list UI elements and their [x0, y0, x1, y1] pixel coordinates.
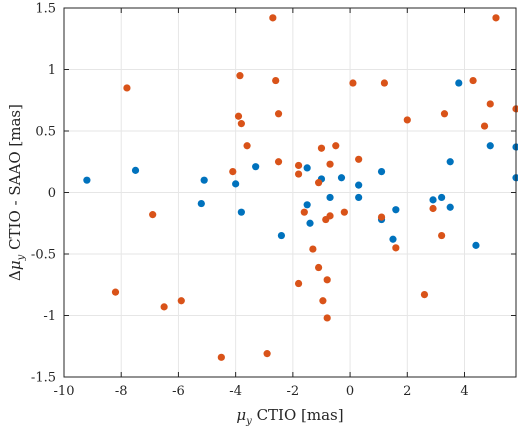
series-1-point [306, 219, 314, 227]
series-1-point [355, 181, 363, 189]
y-tick-label: 0.5 [35, 125, 56, 140]
series-2-point [326, 212, 334, 220]
series-2-point [340, 208, 348, 216]
x-tick-labels: -10 -8 -6 -4 -2 0 2 4 [54, 384, 469, 399]
series-2-point [274, 110, 283, 118]
series-2-point [323, 276, 331, 284]
series-2-point [512, 105, 518, 113]
x-tick-label: 0 [346, 384, 354, 399]
x-tick-label: -2 [287, 384, 300, 399]
series-2-point [317, 144, 326, 152]
series-1-point [438, 193, 446, 202]
series-2-point [323, 314, 331, 322]
series-2-point [123, 84, 131, 92]
x-tick-label: 2 [403, 384, 411, 399]
series-2-point [326, 160, 334, 168]
series-2-point [149, 211, 157, 219]
series-1-point [389, 235, 397, 243]
series-2-point [263, 350, 271, 358]
series-1-point [232, 180, 240, 188]
series-2-point [309, 245, 317, 253]
series-2-point [272, 76, 280, 85]
x-tick-label: 4 [460, 384, 468, 399]
y-tick-label: 1.5 [35, 2, 56, 17]
series-2-point [429, 204, 437, 213]
grid-lines [63, 7, 516, 378]
y-tick-label: -0.5 [31, 248, 56, 263]
series-2-point [440, 110, 449, 118]
series-1-point [472, 241, 480, 249]
series-2-point [177, 297, 185, 305]
series-2-point [377, 213, 386, 221]
y-tick-label: 1 [48, 63, 56, 78]
x-tick-label: -4 [229, 384, 242, 399]
series-1-point [512, 174, 518, 182]
series-1-point [486, 142, 494, 150]
x-tick-label: -10 [54, 384, 75, 399]
x-axis-label: μy CTIO [mas] [236, 406, 343, 427]
series-1-point [197, 199, 205, 208]
y-tick-labels: -1.5 -1 -0.5 0 0.5 1 1.5 [31, 2, 56, 386]
series-1-point [446, 158, 454, 166]
series-2-point [315, 179, 323, 187]
y-tick-label: 0 [48, 186, 56, 201]
series-2-point [438, 231, 446, 240]
series-1-point [252, 163, 260, 171]
series-2-point [229, 167, 237, 176]
series-2-point [492, 14, 500, 22]
x-tick-label: -8 [115, 384, 128, 399]
series-2-point [236, 72, 244, 80]
series-2-point [274, 158, 283, 166]
series-1-point [326, 193, 334, 202]
series-1-point [131, 166, 140, 174]
series-1-point [237, 208, 245, 216]
series-2-point [392, 244, 400, 252]
series-2-point [315, 263, 323, 272]
series-2-point [111, 288, 120, 296]
series-2-point [269, 14, 277, 22]
series-1-point [455, 79, 463, 87]
series-2-point [294, 170, 303, 178]
series-2-point [160, 303, 168, 311]
series-1-point [200, 176, 208, 184]
series-2-point [294, 161, 303, 170]
series-2-point [234, 112, 243, 120]
series-1-point [277, 231, 286, 240]
series-1-point [303, 164, 311, 172]
data-points [83, 14, 518, 361]
series-2-point [217, 353, 225, 361]
series-1-point [446, 203, 454, 211]
series-1-point [377, 167, 386, 176]
series-2-point [355, 155, 363, 163]
series-2-point [480, 122, 489, 130]
series-2-point [294, 279, 303, 288]
y-tick-label: -1 [43, 309, 56, 324]
series-2-point [380, 79, 389, 87]
series-1-point [392, 206, 400, 214]
series-1-point [512, 143, 518, 151]
series-1-point [355, 193, 363, 202]
series-2-point [403, 116, 411, 124]
series-2-point [469, 76, 477, 85]
series-2-point [243, 142, 251, 150]
axis-ticks [63, 7, 516, 378]
x-tick-label: -6 [172, 384, 185, 399]
series-2-point [237, 120, 245, 128]
series-2-point [349, 79, 357, 87]
series-1-point [303, 201, 311, 209]
series-2-point [486, 100, 494, 108]
series-1-point [337, 174, 346, 182]
series-2-point [300, 208, 308, 216]
series-1-point [83, 176, 91, 184]
series-2-point [319, 297, 327, 305]
y-axis-label: Δμy CTIO - SAAO [mas] [6, 104, 27, 281]
y-tick-label: -1.5 [31, 371, 56, 386]
series-2-point [332, 142, 340, 150]
series-1-point [429, 196, 437, 204]
series-2-point [420, 290, 429, 299]
